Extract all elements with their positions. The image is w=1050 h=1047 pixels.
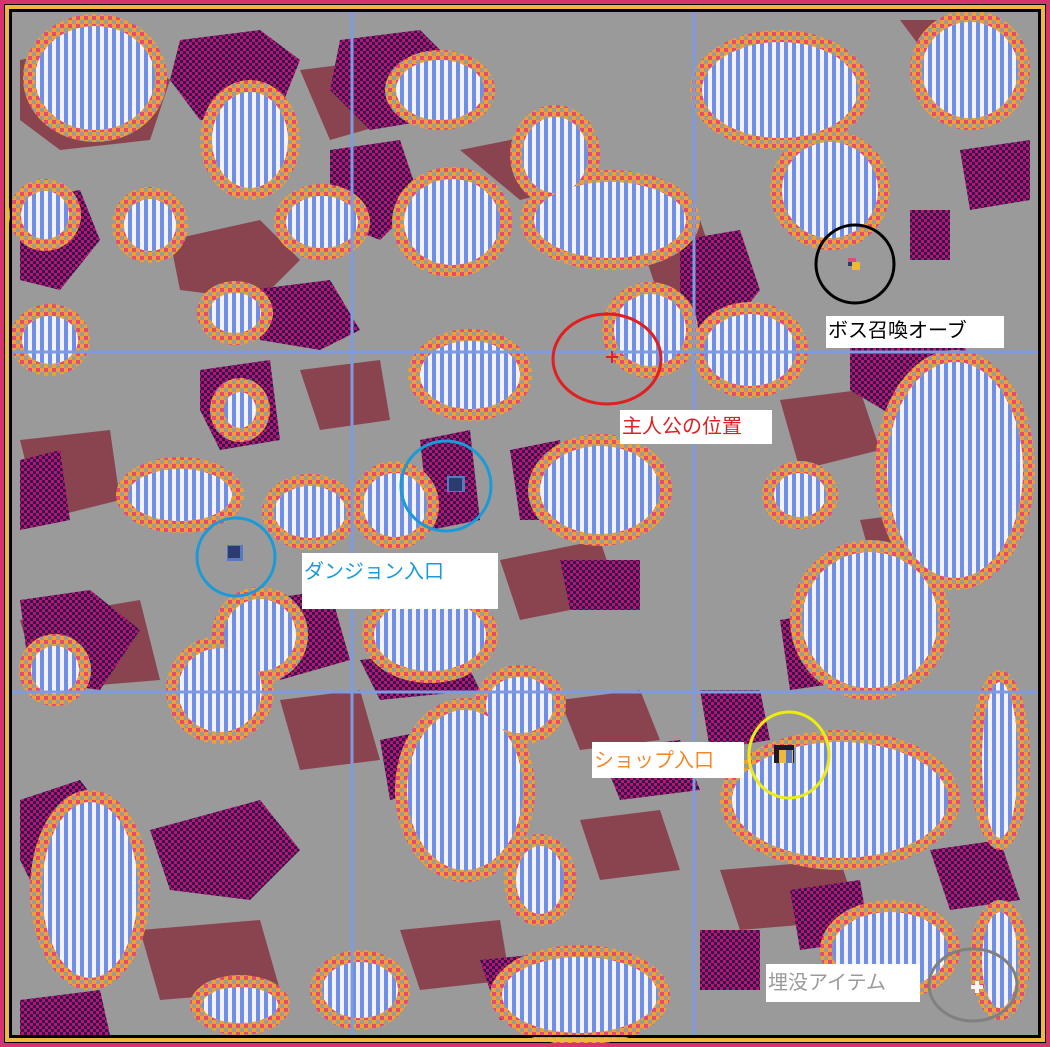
dungeon-ring-1 — [399, 439, 493, 533]
map-border-edge — [10, 10, 1040, 1037]
shop-entrance-icon[interactable] — [774, 745, 794, 763]
dungeon-label: ダンジョン入口 — [302, 553, 498, 609]
shop-ring — [747, 710, 831, 800]
buried-label: 埋没アイテム — [766, 964, 920, 1002]
chunk-grid — [12, 12, 1038, 1035]
map-border-inner — [5, 5, 1045, 1042]
buried-ring — [927, 947, 1019, 1023]
boss-orb-label: ボス召喚オーブ — [826, 316, 1004, 348]
player-ring — [551, 312, 663, 406]
boss-orb-ring — [814, 223, 896, 305]
player-label: 主人公の位置 — [620, 410, 772, 444]
shop-label: ショップ入口 — [592, 742, 744, 778]
dungeon-entrance-icon[interactable] — [227, 545, 243, 561]
orb-icon[interactable] — [848, 258, 860, 270]
dungeon-ring-2 — [195, 516, 277, 598]
player-cross-icon[interactable] — [606, 351, 618, 363]
dungeon-entrance-icon[interactable] — [447, 476, 465, 492]
buried-item-icon[interactable] — [971, 981, 983, 993]
